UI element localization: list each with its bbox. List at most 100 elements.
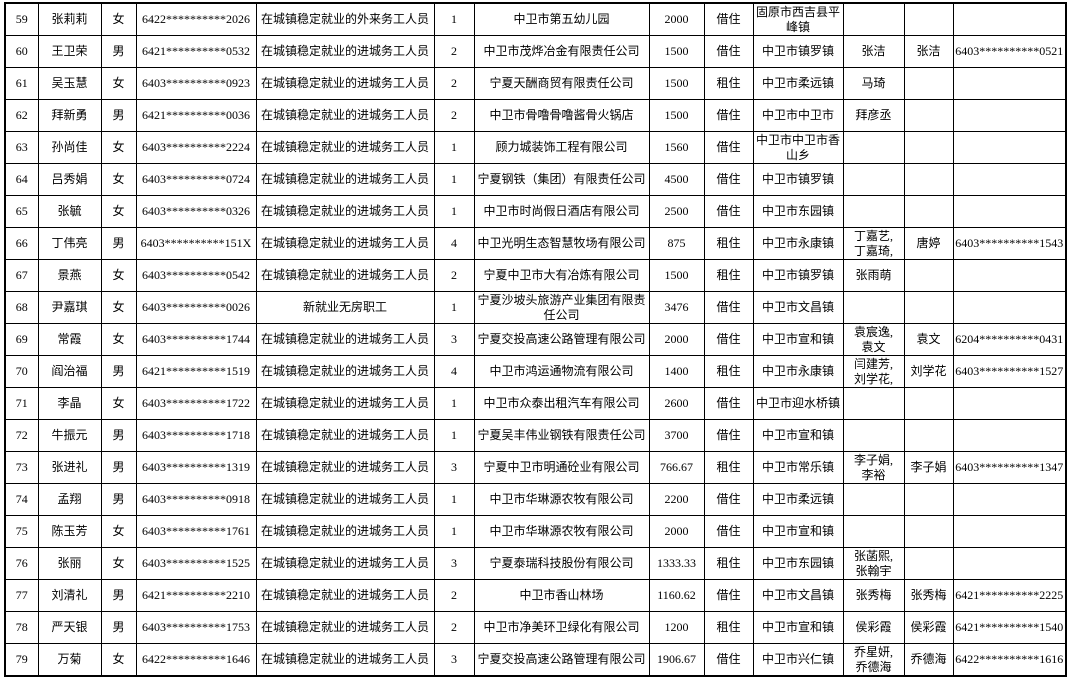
person-name-cell: 刘清礼 [37, 579, 102, 612]
id-number-cell: 6403**********0724 [135, 163, 257, 196]
amount-cell: 1500 [648, 259, 705, 292]
family-members-cell: 马琦 [842, 67, 905, 100]
employer-cell: 中卫市众泰出租汽车有限公司 [473, 387, 650, 420]
co-resident-id-cell [952, 419, 1067, 452]
family-members-cell [842, 195, 905, 228]
category-cell: 在城镇稳定就业的进城务工人员 [255, 547, 435, 580]
tenancy-type-cell: 借住 [703, 419, 754, 452]
person-name-cell: 牛振元 [37, 419, 102, 452]
family-members-cell: 李子娟, 李裕 [842, 451, 905, 484]
person-name-cell: 孟翔 [37, 483, 102, 516]
id-number-cell: 6403**********1525 [135, 547, 257, 580]
family-members-cell [842, 515, 905, 548]
category-cell: 在城镇稳定就业的进城务工人员 [255, 355, 435, 388]
household-count-cell: 3 [433, 547, 475, 580]
table-row: 72 牛振元男 6403**********1718 在城镇稳定就业的进城务工人员 1 宁… [4, 419, 1067, 452]
household-location-cell: 中卫市柔远镇 [752, 483, 844, 516]
category-cell: 在城镇稳定就业的外来务工人员 [255, 2, 435, 36]
category-cell: 在城镇稳定就业的进城务工人员 [255, 131, 435, 164]
person-name-cell: 尹嘉琪 [37, 291, 102, 324]
co-resident-id-cell [952, 547, 1067, 580]
table-row: 64 吕秀娟女 6403**********0724 在城镇稳定就业的进城务工人员 1 宁… [4, 163, 1067, 196]
tenancy-type-cell: 租住 [703, 451, 754, 484]
tenancy-type-cell: 借住 [703, 323, 754, 356]
tenancy-type-cell: 借住 [703, 515, 754, 548]
co-resident-name-cell [903, 67, 954, 100]
table-row: 77 刘清礼男 6421**********2210 在城镇稳定就业的进城务工人员 2 中… [4, 579, 1067, 612]
table-row: 59 张莉莉女 6422**********2026 在城镇稳定就业的外来务工人员 1 中… [4, 2, 1067, 36]
amount-cell: 1500 [648, 67, 705, 100]
household-location-cell: 中卫市宣和镇 [752, 515, 844, 548]
employer-cell: 中卫市第五幼儿园 [473, 2, 650, 36]
household-count-cell: 1 [433, 419, 475, 452]
employer-cell: 宁夏钢铁（集团）有限责任公司 [473, 163, 650, 196]
person-name-cell: 吕秀娟 [37, 163, 102, 196]
row-number-cell: 66 [4, 227, 39, 260]
row-number-cell: 71 [4, 387, 39, 420]
co-resident-id-cell: 6403**********1347 [952, 451, 1067, 484]
co-resident-name-cell: 张秀梅 [903, 579, 954, 612]
table-row: 74 孟翔男 6403**********0918 在城镇稳定就业的进城务工人员 1 中卫… [4, 483, 1067, 516]
household-count-cell: 2 [433, 99, 475, 132]
amount-cell: 1400 [648, 355, 705, 388]
co-resident-name-cell [903, 131, 954, 164]
employer-cell: 宁夏泰瑞科技股份有限公司 [473, 547, 650, 580]
amount-cell: 2000 [648, 2, 705, 36]
table-row: 75 陈玉芳女 6403**********1761 在城镇稳定就业的进城务工人员 1 中… [4, 515, 1067, 548]
employer-cell: 中卫市时尚假日酒店有限公司 [473, 195, 650, 228]
employer-cell: 宁夏吴丰伟业钢铁有限责任公司 [473, 419, 650, 452]
amount-cell: 1560 [648, 131, 705, 164]
person-name-cell: 万菊 [37, 643, 102, 677]
tenancy-type-cell: 租住 [703, 547, 754, 580]
id-number-cell: 6403**********1722 [135, 387, 257, 420]
household-count-cell: 1 [433, 195, 475, 228]
family-members-cell: 张雨萌 [842, 259, 905, 292]
row-number-cell: 65 [4, 195, 39, 228]
person-name-cell: 吴玉慧 [37, 67, 102, 100]
family-members-cell [842, 163, 905, 196]
co-resident-id-cell [952, 163, 1067, 196]
id-number-cell: 6403**********0542 [135, 259, 257, 292]
gender-cell: 女 [100, 67, 137, 100]
household-count-cell: 1 [433, 291, 475, 324]
amount-cell: 1500 [648, 35, 705, 68]
amount-cell: 2000 [648, 323, 705, 356]
category-cell: 在城镇稳定就业的进城务工人员 [255, 643, 435, 677]
co-resident-id-cell [952, 483, 1067, 516]
employer-cell: 中卫市香山林场 [473, 579, 650, 612]
table-row: 76 张丽女 6403**********1525 在城镇稳定就业的进城务工人员 3 宁夏… [4, 547, 1067, 580]
household-count-cell: 4 [433, 227, 475, 260]
table-row: 70 阎治福男 6421**********1519 在城镇稳定就业的进城务工人员 4 中… [4, 355, 1067, 388]
table-row: 79 万菊女 6422**********1646 在城镇稳定就业的进城务工人员 3 宁夏… [4, 643, 1067, 677]
tenancy-type-cell: 借住 [703, 2, 754, 36]
gender-cell: 男 [100, 611, 137, 644]
co-resident-id-cell: 6403**********1543 [952, 227, 1067, 260]
gender-cell: 男 [100, 35, 137, 68]
family-members-cell: 张洁 [842, 35, 905, 68]
household-count-cell: 1 [433, 483, 475, 516]
row-number-cell: 69 [4, 323, 39, 356]
family-members-cell: 袁宸逸, 袁文 [842, 323, 905, 356]
amount-cell: 3476 [648, 291, 705, 324]
gender-cell: 女 [100, 387, 137, 420]
tenancy-type-cell: 租住 [703, 355, 754, 388]
co-resident-name-cell [903, 515, 954, 548]
id-number-cell: 6403**********151X [135, 227, 257, 260]
household-location-cell: 中卫市东园镇 [752, 547, 844, 580]
tenancy-type-cell: 借住 [703, 99, 754, 132]
co-resident-id-cell [952, 99, 1067, 132]
gender-cell: 男 [100, 451, 137, 484]
employer-cell: 宁夏中卫市明通砼业有限公司 [473, 451, 650, 484]
co-resident-id-cell: 6204**********0431 [952, 323, 1067, 356]
employer-cell: 中卫市华琳源农牧有限公司 [473, 515, 650, 548]
amount-cell: 1333.33 [648, 547, 705, 580]
row-number-cell: 78 [4, 611, 39, 644]
family-members-cell: 侯彩霞 [842, 611, 905, 644]
gender-cell: 男 [100, 355, 137, 388]
tenancy-type-cell: 借住 [703, 387, 754, 420]
co-resident-name-cell [903, 259, 954, 292]
person-name-cell: 拜新勇 [37, 99, 102, 132]
amount-cell: 1160.62 [648, 579, 705, 612]
person-name-cell: 张毓 [37, 195, 102, 228]
tenancy-type-cell: 借住 [703, 291, 754, 324]
